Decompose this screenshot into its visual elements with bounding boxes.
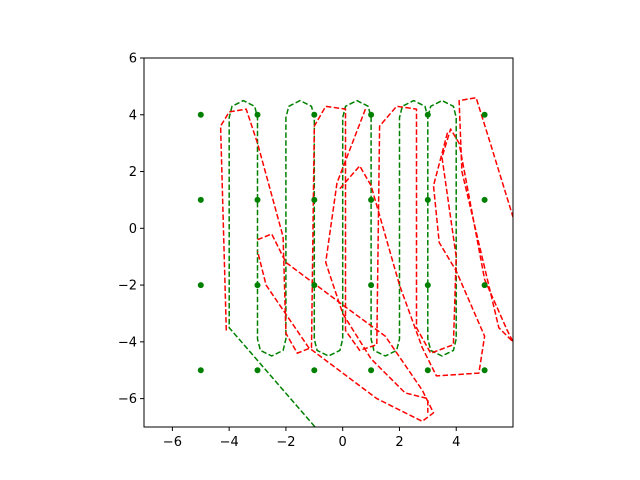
x-tick-label: −2	[276, 435, 295, 450]
actual-path-line-1	[219, 96, 513, 354]
actual-path-line-3	[339, 131, 486, 377]
x-tick-label: −6	[163, 435, 182, 450]
axes-frame	[143, 57, 514, 428]
waypoint-marker-21	[481, 196, 488, 203]
waypoint-marker-11	[311, 367, 318, 374]
x-tick-label: 0	[339, 435, 347, 450]
waypoint-marker-2	[197, 282, 204, 289]
waypoint-marker-20	[481, 111, 488, 118]
waypoint-marker-12	[368, 111, 375, 118]
waypoint-marker-7	[254, 367, 261, 374]
y-tick-label: −6	[118, 392, 137, 407]
waypoint-marker-6	[254, 282, 261, 289]
y-tick-label: 4	[129, 108, 137, 123]
plot-area	[197, 96, 513, 427]
y-tick-label: −2	[118, 279, 137, 294]
waypoint-marker-10	[311, 282, 318, 289]
waypoint-marker-23	[481, 367, 488, 374]
y-tick-label: 2	[129, 165, 137, 180]
waypoint-marker-3	[197, 367, 204, 374]
waypoint-marker-18	[424, 282, 431, 289]
y-axis: −6 −4 −2 0 2 4 6	[118, 52, 144, 407]
waypoint-marker-15	[368, 367, 375, 374]
waypoint-marker-4	[254, 111, 261, 118]
waypoint-marker-0	[197, 111, 204, 118]
waypoint-marker-16	[424, 111, 431, 118]
y-tick-label: 0	[129, 222, 137, 237]
waypoint-marker-14	[368, 282, 375, 289]
waypoint-marker-1	[197, 196, 204, 203]
x-axis: −6 −4 −2 0 2 4	[163, 427, 460, 450]
x-tick-label: 4	[452, 435, 460, 450]
waypoint-marker-19	[424, 367, 431, 374]
y-tick-label: 6	[129, 52, 137, 67]
actual-path-line-4	[324, 108, 429, 413]
waypoint-marker-17	[424, 196, 431, 203]
y-tick-label: −4	[118, 335, 137, 350]
waypoint-marker-22	[481, 282, 488, 289]
waypoint-marker-8	[311, 111, 318, 118]
x-tick-label: −4	[220, 435, 239, 450]
x-tick-label: 2	[395, 435, 403, 450]
waypoint-marker-13	[368, 196, 375, 203]
waypoint-marker-9	[311, 196, 318, 203]
waypoint-marker-5	[254, 196, 261, 203]
